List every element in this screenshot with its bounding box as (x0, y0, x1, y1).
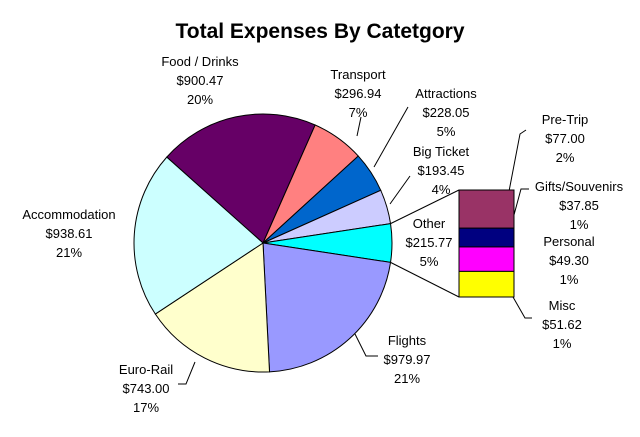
leader-line-attractions (373, 106, 409, 168)
bar-segment-pre-trip (458, 189, 515, 229)
data-label-flights-value: $979.97 (384, 352, 431, 367)
leader-lines (178, 106, 532, 385)
bar-segment-gifts-souvenirs (458, 227, 515, 248)
breakdown-bar (458, 189, 515, 298)
data-label-gifts-souvenirs-name: Gifts/Souvenirs (535, 179, 624, 194)
data-label-attractions-name: Attractions (415, 86, 477, 101)
data-label-food-drinks-value: $900.47 (177, 73, 224, 88)
data-label-personal-name: Personal (543, 234, 594, 249)
bar-segment-misc (458, 270, 515, 298)
data-label-misc-name: Misc (549, 298, 576, 313)
main-pie (133, 113, 393, 373)
data-label-transport-value: $296.94 (335, 86, 382, 101)
data-label-accommodation-value: $938.61 (46, 226, 93, 241)
data-label-transport-name: Transport (330, 67, 386, 82)
data-label-euro-rail-value: $743.00 (123, 381, 170, 396)
data-label-big-ticket-value: $193.45 (418, 163, 465, 178)
data-label-other-percent: 5% (420, 254, 439, 269)
data-label-euro-rail-name: Euro-Rail (119, 362, 173, 377)
pie-slice-accommodation (133, 156, 264, 315)
leader-line-big-ticket (389, 175, 411, 205)
data-label-personal-percent: 1% (560, 272, 579, 287)
data-label-food-drinks-percent: 20% (187, 92, 213, 107)
data-label-pre-trip-percent: 2% (556, 150, 575, 165)
data-label-pre-trip-name: Pre-Trip (542, 112, 588, 127)
chart-title: Total Expenses By Catetgory (175, 20, 464, 43)
data-label-attractions-value: $228.05 (423, 105, 470, 120)
data-label-misc-value: $51.62 (542, 317, 582, 332)
data-label-misc-percent: 1% (553, 336, 572, 351)
data-label-accommodation-percent: 21% (56, 245, 82, 260)
leader-line-transport (356, 116, 362, 137)
pie-slice-euro-rail (154, 242, 271, 373)
data-label-big-ticket-percent: 4% (432, 182, 451, 197)
pie-slice-flights (262, 242, 392, 373)
data-label-accommodation-name: Accommodation (22, 207, 115, 222)
leader-line-flights (354, 333, 378, 357)
data-label-other-name: Other (413, 216, 446, 231)
data-label-gifts-souvenirs-value: $37.85 (559, 198, 599, 213)
pie-slice-food-drinks (166, 113, 316, 244)
data-label-attractions-percent: 5% (437, 124, 456, 139)
leader-line-misc (508, 289, 532, 319)
data-label-personal-value: $49.30 (549, 253, 589, 268)
leader-line-euro-rail (178, 361, 196, 385)
connector-lines (390, 189, 460, 298)
data-label-euro-rail-percent: 17% (133, 400, 159, 415)
connector-line-bottom (390, 261, 460, 298)
data-label-pre-trip-value: $77.00 (545, 131, 585, 146)
data-labels: Food / Drinks $900.47 20% Transport $296.94 7… (22, 54, 623, 415)
data-label-gifts-souvenirs-percent: 1% (570, 217, 589, 232)
bar-segment-personal (458, 246, 515, 272)
connector-line-top (390, 189, 460, 225)
data-label-transport-percent: 7% (349, 105, 368, 120)
data-label-flights-name: Flights (388, 333, 427, 348)
data-label-other-value: $215.77 (406, 235, 453, 250)
data-label-flights-percent: 21% (394, 371, 420, 386)
data-label-big-ticket-name: Big Ticket (413, 144, 470, 159)
data-label-food-drinks-name: Food / Drinks (161, 54, 239, 69)
leader-line-pre-trip (505, 129, 527, 208)
